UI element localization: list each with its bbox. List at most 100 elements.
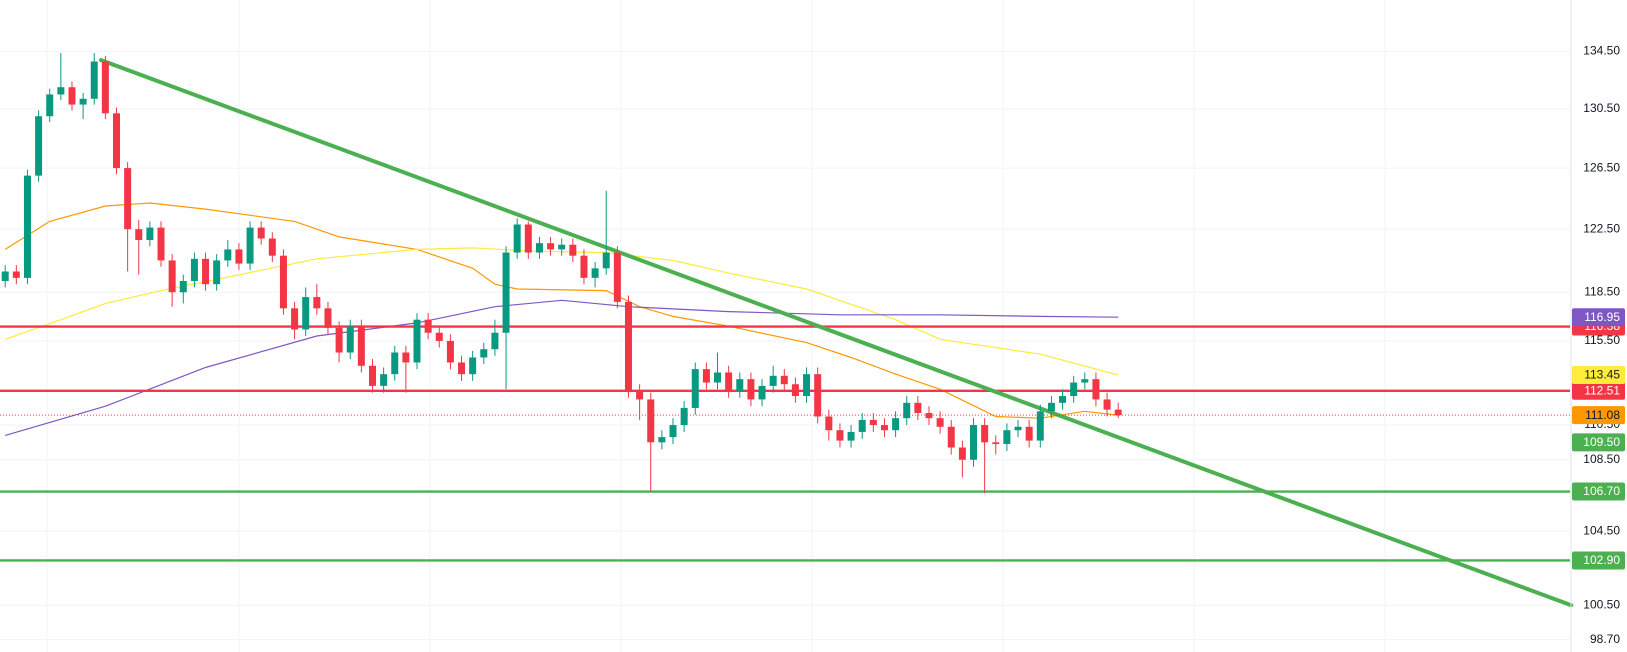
candle-body	[1070, 382, 1078, 397]
candle-body	[591, 268, 599, 278]
candle-body	[1081, 379, 1089, 383]
price-badge	[1572, 406, 1625, 425]
candle-body	[1014, 426, 1022, 431]
candle-body	[124, 168, 132, 230]
candle-body	[68, 87, 76, 105]
candle-body	[380, 374, 388, 386]
candle-body	[869, 419, 877, 426]
candle-body	[992, 442, 1000, 445]
candle-body	[268, 238, 276, 256]
candle-body	[458, 362, 466, 375]
price-badge-label: 106.70	[1583, 484, 1620, 498]
candle-body	[658, 437, 666, 443]
candle-body	[46, 94, 54, 117]
candle-body	[402, 352, 410, 363]
candle-body	[814, 374, 822, 417]
candle-body	[680, 407, 688, 426]
candle-body	[647, 399, 655, 443]
candle-body	[580, 255, 588, 278]
price-badge-label: 109.50	[1583, 435, 1620, 449]
candle-body	[302, 297, 310, 330]
candle-body	[981, 425, 989, 443]
candle-body	[235, 249, 243, 264]
candle-body	[892, 418, 900, 431]
candle-body	[146, 227, 154, 241]
price-badge-label: 102.90	[1583, 553, 1620, 567]
candle-body	[535, 243, 543, 253]
price-badge-label: 113.45	[1584, 368, 1620, 382]
candle-body	[636, 390, 644, 400]
candle-body	[1059, 396, 1067, 403]
price-badge-label: 116.95	[1584, 310, 1620, 324]
candle-body	[936, 418, 944, 427]
candle-body	[190, 258, 198, 282]
candle-body	[624, 301, 632, 391]
candle-body	[324, 308, 332, 328]
candle-body	[803, 374, 811, 397]
candle-body	[157, 227, 165, 261]
candle-body	[12, 271, 20, 278]
moving-average	[4, 202, 1119, 419]
y-tick-label: 98.70	[1590, 632, 1620, 646]
price-badge-label: 111.08	[1585, 408, 1620, 422]
candle-body	[925, 413, 933, 419]
candle-body	[569, 244, 577, 256]
candle-body	[1036, 411, 1044, 441]
candle-body	[1025, 426, 1033, 441]
candle-body	[224, 249, 232, 261]
y-tick-label: 138.50	[1583, 0, 1620, 2]
candle-body	[747, 379, 755, 400]
candle-body	[903, 402, 911, 419]
price-badge	[1572, 551, 1625, 570]
candle-body	[202, 258, 210, 285]
candle-body	[446, 340, 454, 363]
candle-body	[1103, 399, 1111, 410]
candle-body	[1092, 379, 1100, 400]
y-tick-label: 108.50	[1583, 452, 1620, 466]
candle-body	[947, 426, 955, 448]
candle-body	[602, 252, 610, 269]
candle-body	[101, 61, 109, 114]
candle-body	[1114, 409, 1122, 416]
candle-body	[79, 98, 87, 105]
price-badge	[1572, 482, 1625, 501]
price-badge-label: 112.51	[1584, 383, 1620, 397]
candle-body	[914, 402, 922, 414]
candle-body	[135, 229, 143, 241]
candle-body	[246, 227, 254, 264]
candle-body	[424, 319, 432, 333]
candle-body	[1, 271, 9, 282]
candle-body	[780, 375, 788, 385]
candle-body	[858, 419, 866, 432]
candle-body	[714, 372, 722, 383]
price-badge	[1572, 433, 1625, 452]
candle-body	[113, 113, 120, 169]
candle-body	[57, 87, 65, 95]
candle-body	[435, 332, 443, 341]
candle-body	[758, 385, 766, 400]
candle-body	[836, 430, 844, 441]
price-badge	[1572, 308, 1625, 327]
candle-body	[502, 252, 510, 333]
candle-body	[391, 352, 399, 375]
price-badge	[1572, 381, 1625, 400]
y-tick-label: 104.50	[1583, 523, 1620, 537]
candle-body	[769, 375, 777, 386]
candle-body	[1003, 430, 1011, 445]
candle-body	[513, 224, 521, 253]
y-tick-label: 130.50	[1583, 101, 1620, 115]
candle-body	[958, 447, 966, 460]
candle-body	[291, 308, 299, 330]
y-tick-label: 122.50	[1583, 221, 1620, 235]
candle-body	[368, 365, 376, 386]
candle-body	[335, 327, 343, 353]
candle-body	[35, 116, 43, 176]
candle-body	[547, 243, 555, 250]
candle-body	[691, 369, 699, 408]
candle-body	[179, 281, 187, 293]
y-tick-label: 118.50	[1584, 284, 1620, 298]
candle-body	[313, 297, 321, 309]
candle-body	[346, 326, 354, 353]
candle-body	[725, 372, 733, 391]
